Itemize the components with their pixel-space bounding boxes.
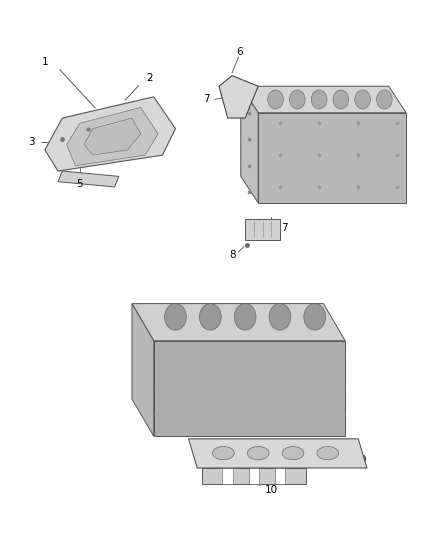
Text: 8: 8 [230,250,236,260]
Circle shape [290,90,305,109]
Ellipse shape [282,447,304,460]
Text: 10: 10 [265,485,278,495]
Text: 7: 7 [272,449,279,459]
Ellipse shape [317,447,339,460]
Text: 2: 2 [146,73,153,83]
Polygon shape [132,304,154,436]
Circle shape [268,90,283,109]
Text: 5: 5 [76,179,83,189]
Polygon shape [241,86,406,113]
Text: 7: 7 [203,94,209,104]
Polygon shape [188,439,367,468]
Polygon shape [45,97,176,171]
Text: 9: 9 [359,455,366,465]
Circle shape [269,304,291,330]
Ellipse shape [247,447,269,460]
Bar [249,468,259,484]
Circle shape [377,90,392,109]
Polygon shape [245,219,280,240]
Circle shape [311,90,327,109]
Circle shape [304,304,325,330]
Polygon shape [258,113,406,203]
Polygon shape [154,341,345,436]
Circle shape [333,90,349,109]
Text: 6: 6 [237,47,243,56]
Bar [275,468,285,484]
Text: 7: 7 [281,223,288,233]
Text: 1: 1 [42,58,48,67]
Polygon shape [241,86,258,203]
Bar [223,468,233,484]
Polygon shape [67,108,158,166]
Text: 4: 4 [102,137,109,147]
Circle shape [199,304,221,330]
Circle shape [165,304,186,330]
Polygon shape [219,76,258,118]
Polygon shape [132,304,345,341]
Ellipse shape [212,447,234,460]
Circle shape [355,90,371,109]
Polygon shape [84,118,141,155]
Polygon shape [58,171,119,187]
Text: 3: 3 [28,137,35,147]
Polygon shape [201,468,306,484]
Circle shape [234,304,256,330]
